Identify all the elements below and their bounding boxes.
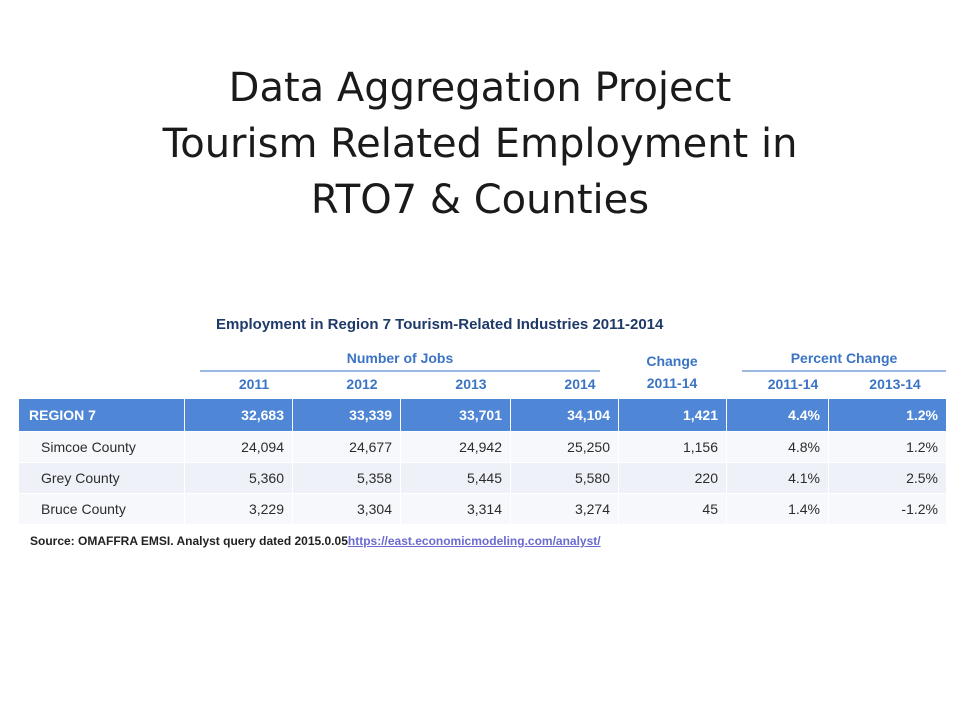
row-label: Grey County xyxy=(18,462,185,494)
table-row-bruce-county: Bruce County 3,229 3,304 3,314 3,274 45 … xyxy=(18,493,947,525)
table-cell: 3,274 xyxy=(510,493,619,525)
table-cell: 1,156 xyxy=(618,431,727,463)
table-cell: 2.5% xyxy=(828,462,947,494)
row-label: REGION 7 xyxy=(18,398,185,432)
table-cell: 24,094 xyxy=(184,431,293,463)
table-cell: 32,683 xyxy=(184,398,293,432)
table-cell: 24,942 xyxy=(400,431,511,463)
col-header-2014: 2014 xyxy=(564,376,596,392)
table-cell: 33,339 xyxy=(292,398,401,432)
change-label: Change xyxy=(646,353,698,369)
table-cell: 1.4% xyxy=(726,493,829,525)
col-header-2011: 2011 xyxy=(238,376,270,392)
table-row-simcoe-county: Simcoe County 24,094 24,677 24,942 25,25… xyxy=(18,431,947,463)
table-cell: 3,229 xyxy=(184,493,293,525)
table-cell: 25,250 xyxy=(510,431,619,463)
table-row-region-7: REGION 7 32,683 33,339 33,701 34,104 1,4… xyxy=(18,398,947,432)
table-cell: 5,580 xyxy=(510,462,619,494)
col-header-2012: 2012 xyxy=(346,376,378,392)
slide-title: Data Aggregation Project Tourism Related… xyxy=(0,60,960,228)
table-cell: 3,314 xyxy=(400,493,511,525)
group-header-percent-change: Percent Change xyxy=(790,350,898,366)
table-cell: 1.2% xyxy=(828,431,947,463)
table-cell: 1.2% xyxy=(828,398,947,432)
table-cell: 4.1% xyxy=(726,462,829,494)
table-cell: 24,677 xyxy=(292,431,401,463)
col-header-2013: 2013 xyxy=(455,376,487,392)
table-cell: 34,104 xyxy=(510,398,619,432)
table-title: Employment in Region 7 Tourism-Related I… xyxy=(216,316,664,333)
table-cell: -1.2% xyxy=(828,493,947,525)
jobs-group-underline xyxy=(200,370,600,372)
table-cell: 3,304 xyxy=(292,493,401,525)
percent-group-underline xyxy=(742,370,946,372)
title-line-3: RTO7 & Counties xyxy=(310,177,650,223)
group-header-number-of-jobs: Number of Jobs xyxy=(346,350,454,366)
table-cell: 45 xyxy=(618,493,727,525)
table-cell: 5,360 xyxy=(184,462,293,494)
row-label: Bruce County xyxy=(18,493,185,525)
table-cell: 1,421 xyxy=(618,398,727,432)
table-row-grey-county: Grey County 5,360 5,358 5,445 5,580 220 … xyxy=(18,462,947,494)
col-header-pct-2013-14: 2013-14 xyxy=(869,376,921,392)
employment-table: REGION 7 32,683 33,339 33,701 34,104 1,4… xyxy=(18,398,947,525)
title-line-1: Data Aggregation Project xyxy=(228,65,732,111)
table-cell: 220 xyxy=(618,462,727,494)
change-range-label: 2011-14 xyxy=(646,375,698,391)
source-note: Source: OMAFFRA EMSI. Analyst query date… xyxy=(30,534,601,548)
row-label: Simcoe County xyxy=(18,431,185,463)
table-cell: 5,358 xyxy=(292,462,401,494)
title-line-2: Tourism Related Employment in xyxy=(162,121,798,167)
source-link[interactable]: https://east.economicmodeling.com/analys… xyxy=(347,534,601,548)
table-cell: 33,701 xyxy=(400,398,511,432)
table-cell: 4.8% xyxy=(726,431,829,463)
table-cell: 4.4% xyxy=(726,398,829,432)
source-text: Source: OMAFFRA EMSI. Analyst query date… xyxy=(30,534,348,548)
col-header-pct-2011-14: 2011-14 xyxy=(767,376,819,392)
group-header-change: Change 2011-14 xyxy=(618,350,726,394)
table-cell: 5,445 xyxy=(400,462,511,494)
